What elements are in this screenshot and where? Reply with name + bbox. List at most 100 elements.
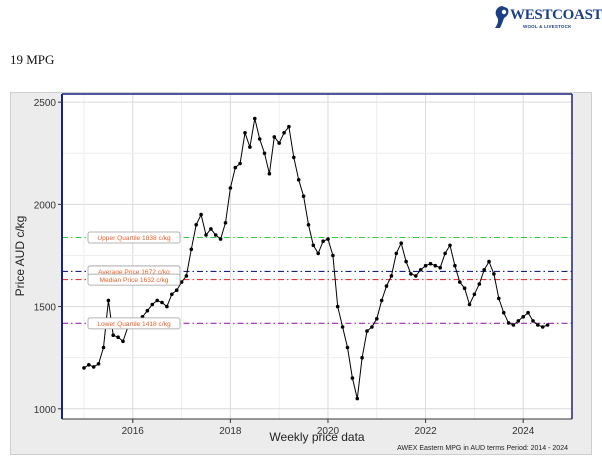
data-point [189,247,194,252]
data-point [482,268,487,272]
grid-lines [62,94,572,419]
data-point [238,161,242,166]
data-point [326,237,330,241]
reference-labels: Upper Quartile 1838 c/kg Average Price 16… [87,231,181,330]
data-point [501,310,506,315]
data-point [306,223,311,227]
data-point [301,194,306,198]
data-point [272,135,277,139]
source-note: AWEX Eastern MPG in AUD terms Period: 20… [397,445,568,452]
data-point [433,263,438,268]
ram-icon [495,6,509,28]
data-point [414,274,418,278]
data-point [311,243,316,248]
data-point [218,237,223,241]
y-tick-label: 1000 [34,405,57,416]
x-tick-labels: 2016 2018 2020 2022 2024 [122,419,535,437]
logo-wordmark: WESTCOAST [510,7,602,23]
data-point [121,339,125,344]
data-point [428,261,433,266]
data-point [370,325,374,329]
data-point [277,141,282,145]
data-point [340,325,345,329]
data-point [106,298,111,303]
x-tick-label: 2020 [317,426,340,437]
reference-label: Lower Quartile 1418 c/kg [97,321,171,328]
data-point [335,304,340,309]
x-tick-label: 2018 [219,426,242,437]
reference-label-box [87,231,181,244]
data-point [331,253,335,258]
data-point [292,155,296,160]
x-axis-label: Weekly price data [269,430,364,444]
data-point [540,325,545,329]
data-point [521,315,525,319]
data-point [184,274,189,278]
data-point [345,345,350,350]
data-point [116,335,120,340]
data-point [516,319,521,323]
data-point [526,310,530,315]
y-tick-labels: 1000 1500 2000 2500 [34,98,62,416]
data-point [399,241,404,245]
data-point [350,376,355,380]
plot-background [62,94,572,419]
data-point [267,171,272,176]
data-point [82,366,86,370]
page-heading: 19 MPG [10,52,55,67]
data-point [155,298,159,303]
data-point [204,233,208,237]
data-point [243,131,247,135]
data-point [355,396,360,401]
data-point [418,268,423,272]
data-point [536,323,540,327]
data-point [531,319,535,323]
x-tick-label: 2022 [414,426,437,437]
data-point [448,243,452,248]
data-point [545,323,550,327]
data-point [145,308,150,313]
data-point [91,365,96,369]
data-point [101,345,106,350]
data-point [423,263,428,268]
data-point [375,317,379,321]
data-point [223,221,228,225]
westcoast-logo: WESTCOAST WOOL & LIVESTOCK [492,4,602,34]
data-point [170,292,174,297]
data-point [179,280,184,284]
price-series [82,116,550,401]
reference-label: Upper Quartile 1838 c/kg [97,235,171,242]
data-point [443,251,447,256]
data-point [379,298,384,303]
data-point [228,186,233,190]
data-point [150,302,155,307]
data-point [511,323,516,327]
data-point [174,288,179,293]
data-point [497,296,501,301]
data-point [321,239,325,243]
data-point [365,329,369,333]
reference-label-box [87,317,181,330]
x-tick-label: 2016 [122,426,145,437]
data-point [384,284,389,288]
data-point [111,333,115,338]
data-point [316,251,321,256]
data-point [492,272,496,276]
data-point [213,233,218,237]
reference-label: Median Price 1632 c/kg [100,277,169,284]
data-point [360,355,364,360]
data-point [194,223,198,227]
data-point [209,227,213,231]
data-point [96,362,101,366]
y-tick-label: 2500 [34,98,57,109]
data-point [248,145,252,149]
data-point [458,280,462,284]
data-point [472,292,477,297]
data-point [262,151,267,156]
data-point [199,212,203,217]
data-point [453,263,457,268]
data-point [282,131,286,135]
data-point [438,265,443,270]
data-point [394,251,399,256]
data-point [165,304,169,309]
